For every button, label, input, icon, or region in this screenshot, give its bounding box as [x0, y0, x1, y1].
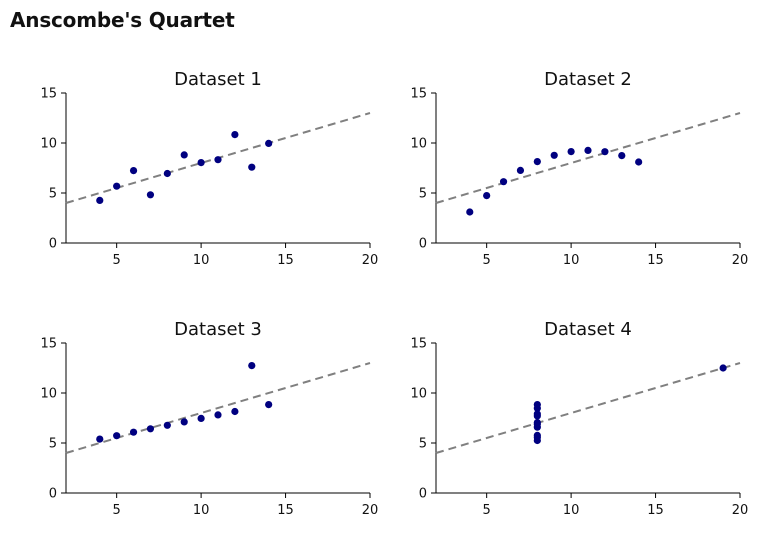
- y-tick-label: 5: [419, 437, 427, 452]
- data-point: [129, 167, 138, 175]
- x-tick-label: 15: [277, 503, 294, 518]
- y-tick-label: 15: [40, 337, 57, 352]
- data-point: [248, 163, 256, 171]
- regression-line-dataset-4: [435, 362, 741, 454]
- y-tick-label: 15: [40, 87, 57, 102]
- data-point: [533, 433, 541, 441]
- y-tick-label: 0: [49, 237, 57, 252]
- y-tick-label: 0: [419, 237, 427, 252]
- data-point: [214, 411, 222, 419]
- data-point: [533, 420, 541, 428]
- data-point: [146, 425, 155, 433]
- page-title: Anscombe's Quartet: [10, 8, 235, 32]
- panel-title-dataset-3: Dataset 3: [174, 319, 262, 340]
- data-point: [533, 404, 541, 412]
- x-tick-label: 10: [563, 503, 580, 518]
- data-point: [499, 178, 508, 186]
- data-point: [146, 191, 155, 199]
- data-point: [516, 166, 525, 174]
- data-point: [180, 418, 188, 426]
- data-point: [214, 156, 222, 164]
- panel-dataset-4: Dataset 4 0 5 10 15 5 10 15 20: [410, 319, 748, 518]
- y-tick-label: 10: [410, 387, 427, 402]
- x-tick-label: 10: [193, 253, 210, 268]
- y-tick-label: 10: [40, 387, 57, 402]
- data-point: [635, 158, 643, 166]
- x-tick-label: 20: [362, 503, 379, 518]
- x-tick-label: 10: [193, 503, 210, 518]
- data-point: [248, 362, 256, 370]
- data-point: [567, 148, 575, 156]
- y-tick-label: 5: [49, 437, 57, 452]
- data-point: [163, 421, 171, 429]
- panel-dataset-3: Dataset 3 0 5 10 15 5 10 15 20: [40, 319, 378, 518]
- y-tick-label: 5: [419, 187, 427, 202]
- y-tick-label: 10: [410, 137, 427, 152]
- data-point: [197, 159, 205, 167]
- x-tick-label: 15: [647, 503, 664, 518]
- data-point: [533, 410, 541, 418]
- data-point: [113, 432, 121, 440]
- x-tick-label: 15: [277, 253, 294, 268]
- data-point: [550, 151, 558, 159]
- y-tick-label: 15: [410, 337, 427, 352]
- panel-title-dataset-1: Dataset 1: [174, 69, 262, 90]
- data-point: [601, 148, 609, 156]
- data-point: [96, 435, 104, 443]
- data-point: [265, 401, 273, 409]
- x-tick-label: 5: [483, 253, 491, 268]
- x-tick-label: 5: [113, 253, 121, 268]
- x-tick-label: 20: [732, 253, 749, 268]
- regression-line-dataset-3: [65, 362, 371, 454]
- regression-line-dataset-2: [435, 112, 741, 204]
- y-tick-label: 10: [40, 137, 57, 152]
- data-point: [719, 364, 727, 372]
- data-point: [180, 151, 188, 159]
- panel-title-dataset-4: Dataset 4: [544, 319, 632, 340]
- panel-dataset-1: Dataset 1 0 5 10 15 5 10 15 20: [40, 69, 378, 268]
- data-point: [466, 208, 474, 216]
- y-tick-label: 5: [49, 187, 57, 202]
- data-point: [231, 131, 239, 139]
- data-point: [129, 428, 138, 436]
- y-tick-label: 0: [419, 487, 427, 502]
- data-point: [231, 407, 239, 416]
- data-point: [483, 192, 491, 200]
- data-point: [113, 182, 121, 190]
- data-point: [265, 139, 273, 147]
- data-point: [197, 414, 205, 422]
- x-tick-label: 20: [732, 503, 749, 518]
- x-tick-label: 10: [563, 253, 580, 268]
- data-point: [584, 146, 592, 154]
- y-tick-label: 15: [410, 87, 427, 102]
- data-point: [618, 152, 626, 160]
- x-tick-label: 5: [483, 503, 491, 518]
- x-tick-label: 15: [647, 253, 664, 268]
- panel-title-dataset-2: Dataset 2: [544, 69, 632, 90]
- data-point: [96, 196, 104, 204]
- panel-dataset-2: Dataset 2 0 5 10 15 5 10 15 20: [410, 69, 748, 268]
- x-tick-label: 20: [362, 253, 379, 268]
- y-tick-label: 0: [49, 487, 57, 502]
- data-point: [533, 158, 541, 166]
- x-tick-label: 5: [113, 503, 121, 518]
- data-point: [163, 169, 171, 178]
